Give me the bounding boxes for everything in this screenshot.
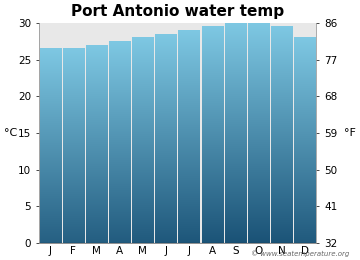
- Y-axis label: °C: °C: [4, 128, 18, 138]
- Y-axis label: °F: °F: [344, 128, 356, 138]
- Text: © www.seatemperature.org: © www.seatemperature.org: [251, 251, 349, 257]
- Title: Port Antonio water temp: Port Antonio water temp: [71, 4, 284, 19]
